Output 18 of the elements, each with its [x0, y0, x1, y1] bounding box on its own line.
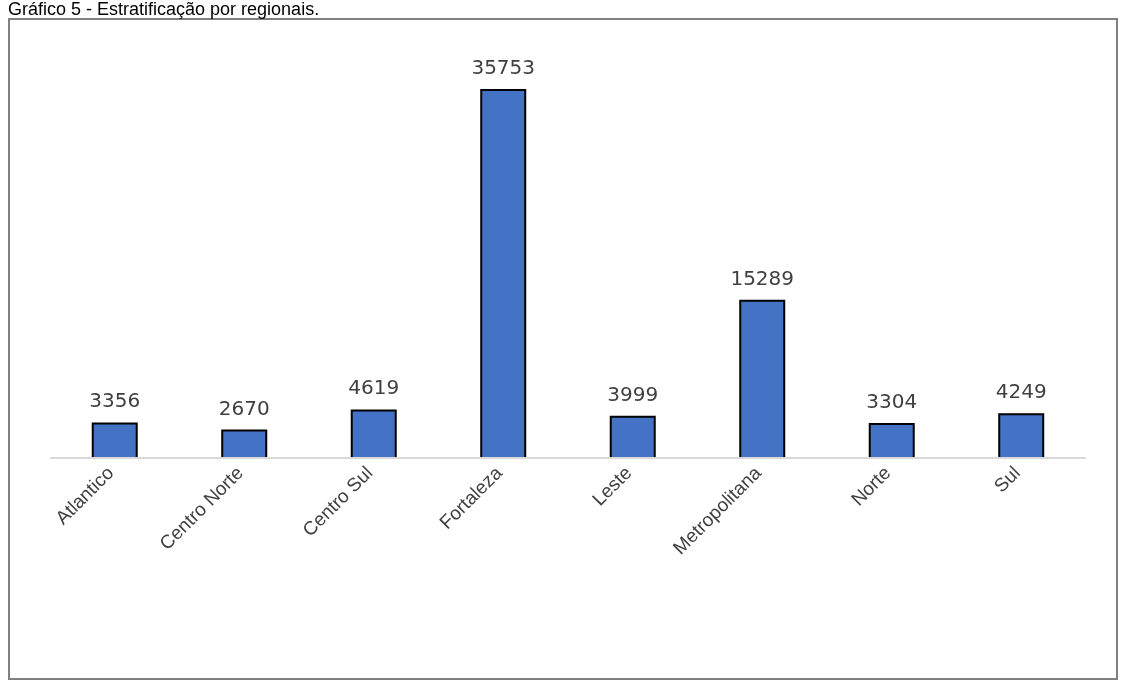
data-label: 3356 [89, 388, 141, 413]
bar [221, 429, 268, 459]
data-label: 4249 [995, 379, 1047, 404]
data-label: 2670 [218, 395, 270, 420]
data-label: 3999 [607, 381, 659, 406]
data-label: 35753 [471, 55, 536, 79]
bar [350, 409, 397, 459]
bar [739, 299, 786, 459]
bar [868, 422, 915, 459]
data-label: 3304 [866, 388, 918, 413]
chart-title: Gráfico 5 - Estratificação por regionais. [8, 0, 321, 19]
bar [998, 413, 1045, 459]
bar [609, 415, 656, 459]
bar [480, 89, 527, 459]
data-label: 4619 [348, 375, 400, 400]
data-label: 15289 [730, 265, 795, 290]
bar [91, 422, 138, 459]
x-tick-label: Sul [989, 461, 1025, 497]
